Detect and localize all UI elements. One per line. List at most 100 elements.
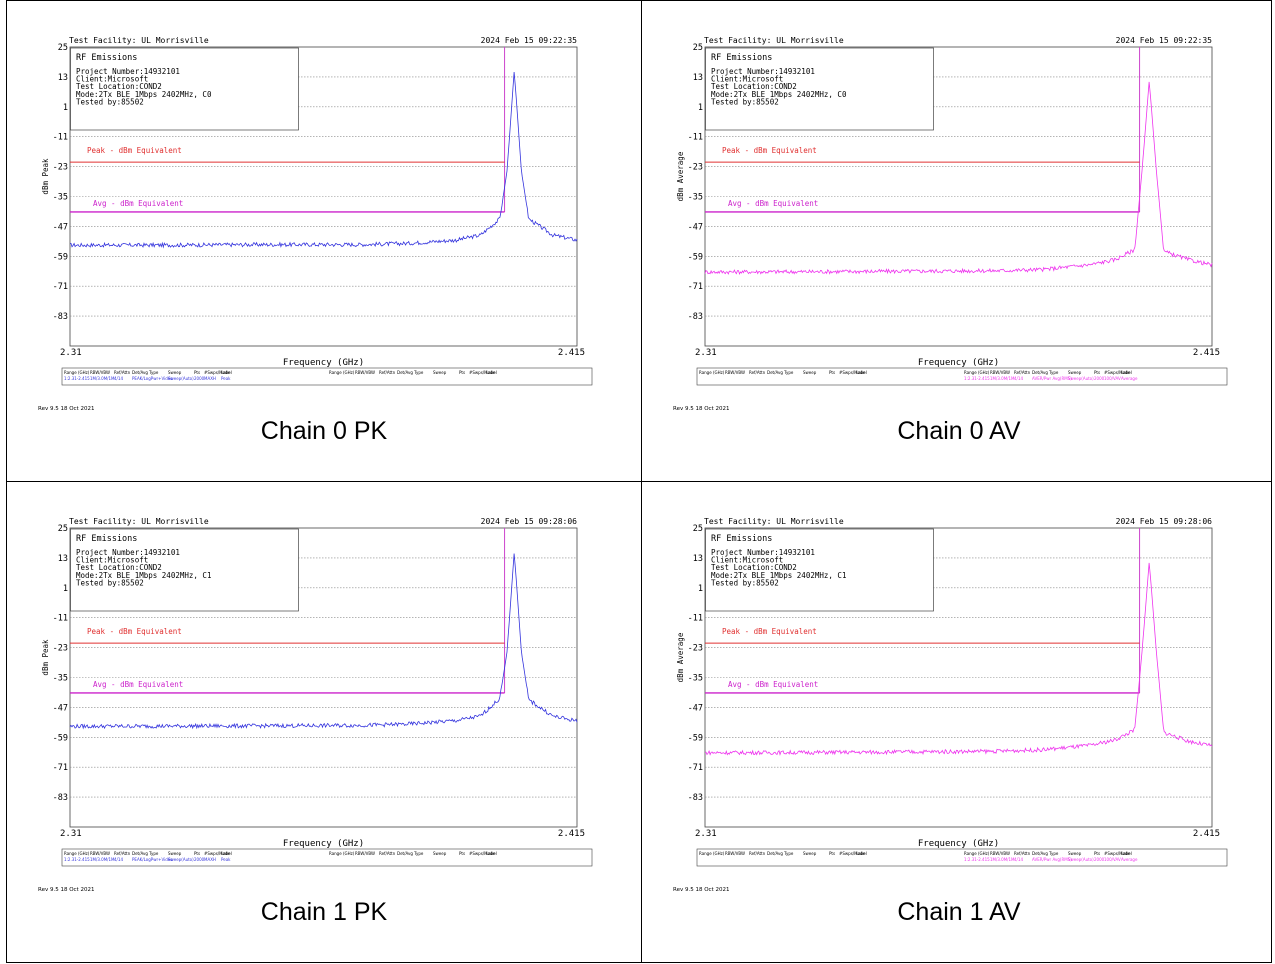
info-box [705,47,934,131]
y-tick-label: -35 [53,193,68,203]
y-tick-label: -35 [688,674,703,684]
x-end-label: 2.415 [558,348,585,358]
legend-header-cell: Det/Avg Type [767,370,794,375]
legend-value-cell: PEAK/LogPwr+Video [132,376,173,381]
info-title: RF Emissions [76,534,137,544]
spectrum-trace [704,562,1213,756]
y-tick-label: -23 [688,644,703,654]
y-tick-label: -71 [688,763,703,773]
info-line: Tested by:85502 [76,578,144,587]
legend-header-cell: #Swps/Mode [469,370,496,375]
y-tick-label: -59 [53,252,68,262]
legend-header-cell: Det/Avg Type [767,851,794,856]
info-line: Test Location:COND2 [76,82,162,91]
chart-panel-chain1-pk: Test Facility: UL Morrisville 2024 Feb 15… [7,482,641,962]
trace-legend-table [696,848,1228,867]
legend-value-cell: 1:2.31-2.415 [964,857,990,862]
y-tick-label: -47 [688,222,703,232]
x-start-label: 2.31 [60,829,82,839]
info-line: Tested by:85502 [711,97,779,106]
avg-limit-label: Avg - dBm Equivalent [728,680,818,689]
info-line: Mode:2Tx BLE 1Mbps 2402MHz, C1 [711,571,846,580]
legend-value-cell: Sweep(Auto) [1068,857,1094,862]
legend-value-cell: 4/14 [114,376,123,381]
legend-header-cell: Label [856,851,867,856]
x-start-label: 2.31 [695,348,717,358]
legend-value-cell: 4/14 [114,857,123,862]
legend-value-cell: 1:2.31-2.415 [64,376,90,381]
info-line: Client:Microsoft [76,556,148,565]
y-tick-label: -35 [688,193,703,203]
legend-value-cell: Average [1121,857,1138,862]
legend-value-cell: 2000 [1094,857,1105,862]
legend-header-cell: RBW/VBW [355,851,375,856]
legend-header-cell: Label [221,370,232,375]
x-axis-label: Frequency (GHz) [283,839,364,849]
panel-caption: Chain 1 AV [897,898,1021,926]
info-line: Mode:2Tx BLE 1Mbps 2402MHz, C0 [76,90,212,99]
legend-value-cell: 1M/3.0M/1M [90,376,115,381]
legend-header-cell: #Swps/Mode [1104,370,1131,375]
legend-header-cell: Range (GHz) [329,370,355,375]
test-facility-label: Test Facility: UL Morrisville [704,36,844,45]
legend-header-cell: Pts [459,851,465,856]
legend-header-cell: Ref/Attn [379,370,396,375]
spectrum-trace [69,553,578,730]
info-box [705,528,934,612]
legend-header-cell: Ref/Attn [379,851,396,856]
chart-panel-chain1-av: Test Facility: UL Morrisville 2024 Feb 15… [642,482,1275,962]
legend-header-cell: Pts [459,370,465,375]
info-title: RF Emissions [711,534,772,544]
legend-value-cell: 100/VAV [1104,857,1121,862]
info-line: Project Number:14932101 [711,67,815,76]
y-tick-label: 25 [693,43,703,53]
info-line: Tested by:85502 [711,578,779,587]
y-tick-label: -71 [53,282,68,292]
x-start-label: 2.31 [60,348,82,358]
y-tick-label: 13 [693,554,703,564]
legend-header-cell: RBW/VBW [990,370,1010,375]
y-tick-label: -11 [688,133,703,143]
info-title: RF Emissions [76,53,137,63]
y-tick-label: -11 [53,614,68,624]
legend-header-cell: Sweep [168,851,182,856]
spectrum-trace [69,71,578,249]
peak-limit-label: Peak - dBm Equivalent [722,627,817,636]
legend-header-cell: RBW/VBW [990,851,1010,856]
y-tick-label: -59 [688,733,703,743]
y-tick-label: -83 [53,793,68,803]
legend-header-cell: Sweep [1068,851,1082,856]
legend-header-cell: Det/Avg Type [132,851,159,856]
legend-header-cell: #Swps/Mode [204,851,231,856]
legend-value-cell: AVER/Pwr Avg(RMS) [1032,376,1072,381]
legend-header-cell: RBW/VBW [725,851,745,856]
y-tick-label: -83 [53,312,68,322]
legend-value-cell: Peak [221,857,231,862]
legend-header-cell: Det/Avg Type [397,370,424,375]
avg-limit-label: Avg - dBm Equivalent [728,199,818,208]
legend-header-cell: RBW/VBW [90,370,110,375]
legend-header-cell: Pts [1094,370,1100,375]
revision-footer: Rev 9.5 18 Oct 2021 [38,887,94,892]
info-line: Client:Microsoft [711,75,783,84]
legend-value-cell: 4/14 [1014,857,1023,862]
legend-header-cell: Label [486,370,497,375]
y-tick-label: -71 [53,763,68,773]
timestamp-label: 2024 Feb 15 09:22:35 [481,36,578,45]
avg-limit-label: Avg - dBm Equivalent [93,199,183,208]
legend-header-cell: Sweep [433,851,447,856]
info-line: Project Number:14932101 [76,548,180,557]
legend-header-cell: #Swps/Mode [839,370,866,375]
peak-limit-label: Peak - dBm Equivalent [722,146,817,155]
y-tick-label: 1 [63,584,68,594]
info-line: Test Location:COND2 [76,563,162,572]
spectrum-plot: Test Facility: UL Morrisville 2024 Feb 15… [673,36,1228,411]
revision-footer: Rev 9.5 18 Oct 2021 [38,406,94,411]
legend-value-cell: Sweep(Auto) [1068,376,1094,381]
chart-panel-chain0-av: Test Facility: UL Morrisville 2024 Feb 15… [642,1,1275,481]
info-line: Test Location:COND2 [711,563,797,572]
x-axis-label: Frequency (GHz) [918,839,999,849]
legend-header-cell: Ref/Attn [114,370,131,375]
legend-value-cell: AVER/Pwr Avg(RMS) [1032,857,1072,862]
legend-header-cell: #Swps/Mode [1104,851,1131,856]
